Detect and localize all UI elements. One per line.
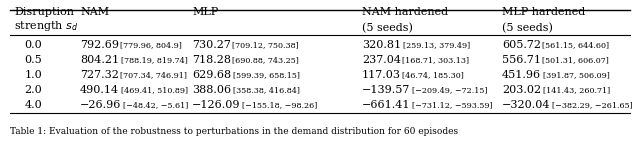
Text: [707.34, 746.91]: [707.34, 746.91] — [120, 71, 188, 79]
Text: [259.13, 379.49]: [259.13, 379.49] — [403, 41, 470, 49]
Text: −126.09: −126.09 — [192, 100, 241, 110]
Text: [391.87, 506.09]: [391.87, 506.09] — [543, 71, 609, 79]
Text: −139.57: −139.57 — [362, 85, 410, 95]
Text: MLP: MLP — [192, 7, 218, 17]
Text: [−155.18, −98.26]: [−155.18, −98.26] — [242, 101, 317, 109]
Text: 556.71: 556.71 — [502, 55, 541, 65]
Text: Disruption: Disruption — [14, 7, 74, 17]
Text: 0.0: 0.0 — [24, 40, 42, 50]
Text: Table 1: Evaluation of the robustness to perturbations in the demand distributio: Table 1: Evaluation of the robustness to… — [10, 127, 458, 136]
Text: [−731.12, −593.59]: [−731.12, −593.59] — [412, 101, 493, 109]
Text: strength $s_d$: strength $s_d$ — [14, 19, 78, 33]
Text: −320.04: −320.04 — [502, 100, 550, 110]
Text: [501.31, 606.07]: [501.31, 606.07] — [543, 56, 609, 64]
Text: −26.96: −26.96 — [80, 100, 122, 110]
Text: 1.0: 1.0 — [24, 70, 42, 80]
Text: [−209.49, −72.15]: [−209.49, −72.15] — [412, 86, 488, 94]
Text: MLP hardened: MLP hardened — [502, 7, 585, 17]
Text: 0.5: 0.5 — [24, 55, 42, 65]
Text: NAM hardened: NAM hardened — [362, 7, 448, 17]
Text: [358.38, 416.84]: [358.38, 416.84] — [232, 86, 300, 94]
Text: (5 seeds): (5 seeds) — [362, 23, 413, 33]
Text: 4.0: 4.0 — [24, 100, 42, 110]
Text: [561.15, 644.60]: [561.15, 644.60] — [543, 41, 610, 49]
Text: 203.02: 203.02 — [502, 85, 541, 95]
Text: 117.03: 117.03 — [362, 70, 401, 80]
Text: (5 seeds): (5 seeds) — [502, 23, 553, 33]
Text: 804.21: 804.21 — [80, 55, 119, 65]
Text: −661.41: −661.41 — [362, 100, 410, 110]
Text: 320.81: 320.81 — [362, 40, 401, 50]
Text: 792.69: 792.69 — [80, 40, 119, 50]
Text: [168.71, 303.13]: [168.71, 303.13] — [403, 56, 470, 64]
Text: [779.96, 804.9]: [779.96, 804.9] — [120, 41, 182, 49]
Text: [599.39, 658.15]: [599.39, 658.15] — [232, 71, 300, 79]
Text: 605.72: 605.72 — [502, 40, 541, 50]
Text: 451.96: 451.96 — [502, 70, 541, 80]
Text: 490.14: 490.14 — [80, 85, 119, 95]
Text: 237.04: 237.04 — [362, 55, 401, 65]
Text: 2.0: 2.0 — [24, 85, 42, 95]
Text: [469.41, 510.89]: [469.41, 510.89] — [120, 86, 188, 94]
Text: 730.27: 730.27 — [192, 40, 231, 50]
Text: 629.68: 629.68 — [192, 70, 231, 80]
Text: [−382.29, −261.65]: [−382.29, −261.65] — [552, 101, 633, 109]
Text: [46.74, 185.30]: [46.74, 185.30] — [403, 71, 465, 79]
Text: 727.32: 727.32 — [80, 70, 119, 80]
Text: [690.88, 743.25]: [690.88, 743.25] — [232, 56, 300, 64]
Text: [709.12, 750.38]: [709.12, 750.38] — [232, 41, 299, 49]
Text: 388.06: 388.06 — [192, 85, 231, 95]
Text: [788.19, 819.74]: [788.19, 819.74] — [120, 56, 188, 64]
Text: NAM: NAM — [80, 7, 109, 17]
Text: 718.28: 718.28 — [192, 55, 231, 65]
Text: [−48.42, −5.61]: [−48.42, −5.61] — [123, 101, 188, 109]
Text: [141.43, 260.71]: [141.43, 260.71] — [543, 86, 610, 94]
